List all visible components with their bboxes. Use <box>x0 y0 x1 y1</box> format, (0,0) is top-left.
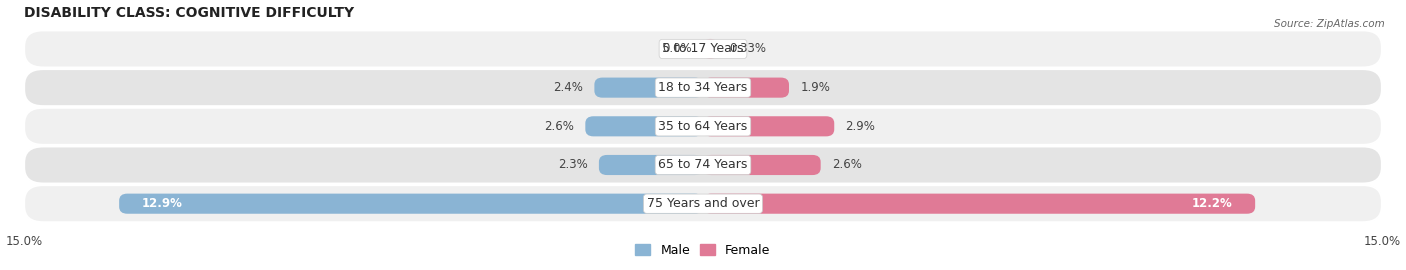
FancyBboxPatch shape <box>703 194 1256 214</box>
Text: 12.9%: 12.9% <box>142 197 183 210</box>
Text: 1.9%: 1.9% <box>800 81 830 94</box>
Text: 2.9%: 2.9% <box>845 120 876 133</box>
FancyBboxPatch shape <box>24 30 1382 68</box>
FancyBboxPatch shape <box>595 77 703 98</box>
FancyBboxPatch shape <box>24 108 1382 145</box>
Text: 5 to 17 Years: 5 to 17 Years <box>662 42 744 55</box>
Text: 35 to 64 Years: 35 to 64 Years <box>658 120 748 133</box>
Text: 2.4%: 2.4% <box>553 81 583 94</box>
FancyBboxPatch shape <box>703 77 789 98</box>
Text: 75 Years and over: 75 Years and over <box>647 197 759 210</box>
Text: 18 to 34 Years: 18 to 34 Years <box>658 81 748 94</box>
Text: 0.0%: 0.0% <box>662 42 692 55</box>
FancyBboxPatch shape <box>24 185 1382 222</box>
FancyBboxPatch shape <box>120 194 703 214</box>
Text: DISABILITY CLASS: COGNITIVE DIFFICULTY: DISABILITY CLASS: COGNITIVE DIFFICULTY <box>24 6 354 19</box>
Text: 12.2%: 12.2% <box>1192 197 1233 210</box>
Text: Source: ZipAtlas.com: Source: ZipAtlas.com <box>1274 19 1385 29</box>
FancyBboxPatch shape <box>703 39 718 59</box>
Legend: Male, Female: Male, Female <box>630 239 776 262</box>
FancyBboxPatch shape <box>585 116 703 136</box>
FancyBboxPatch shape <box>24 146 1382 184</box>
Text: 65 to 74 Years: 65 to 74 Years <box>658 158 748 171</box>
Text: 0.33%: 0.33% <box>730 42 766 55</box>
Text: 2.6%: 2.6% <box>832 158 862 171</box>
FancyBboxPatch shape <box>599 155 703 175</box>
Text: 2.6%: 2.6% <box>544 120 574 133</box>
Text: 2.3%: 2.3% <box>558 158 588 171</box>
FancyBboxPatch shape <box>703 116 834 136</box>
FancyBboxPatch shape <box>703 155 821 175</box>
FancyBboxPatch shape <box>24 69 1382 106</box>
